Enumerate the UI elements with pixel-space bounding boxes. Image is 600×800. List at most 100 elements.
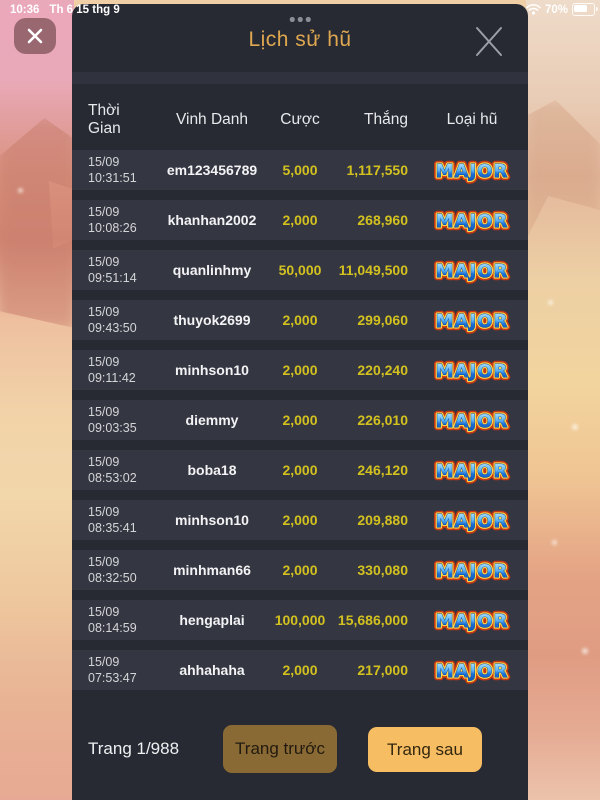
table-row: 15/09 08:32:50 minhman66 2,000 330,080 M… <box>72 550 528 590</box>
row-time: 15/09 08:32:50 <box>88 554 137 586</box>
row-win-amount: 268,960 <box>357 212 408 228</box>
row-time: 15/09 08:14:59 <box>88 604 137 636</box>
header-win: Thắng <box>364 111 408 128</box>
row-jackpot-type: MAJOR MAJOR MAJOR <box>416 505 528 535</box>
table-row: 15/09 09:51:14 quanlinhmy 50,000 11,049,… <box>72 250 528 290</box>
svg-text:MAJOR: MAJOR <box>436 511 509 532</box>
table-row: 15/09 08:53:02 boba18 2,000 246,120 MAJO… <box>72 450 528 490</box>
row-jackpot-type: MAJOR MAJOR MAJOR <box>416 555 528 585</box>
major-jackpot-badge: MAJOR MAJOR MAJOR <box>432 258 510 285</box>
row-bet-amount: 100,000 <box>274 612 326 628</box>
battery-percent: 70% <box>544 3 568 16</box>
battery-icon <box>572 3 598 16</box>
prev-page-button[interactable]: Trang trước <box>223 725 337 773</box>
row-time: 15/09 09:03:35 <box>88 404 137 436</box>
close-fab-button[interactable] <box>14 18 56 54</box>
svg-text:MAJOR: MAJOR <box>436 611 509 632</box>
background-right <box>526 0 600 800</box>
row-bet-amount: 2,000 <box>282 462 318 478</box>
svg-text:MAJOR: MAJOR <box>436 361 509 382</box>
major-jackpot-badge: MAJOR MAJOR MAJOR <box>432 558 510 585</box>
sparkle <box>18 188 23 193</box>
svg-text:MAJOR: MAJOR <box>436 661 509 682</box>
header-time: Thời Gian <box>88 102 121 137</box>
close-icon <box>27 28 43 44</box>
row-jackpot-type: MAJOR MAJOR MAJOR <box>416 355 528 385</box>
svg-text:MAJOR: MAJOR <box>436 311 509 332</box>
row-bet-amount: 2,000 <box>282 212 318 228</box>
row-bet-amount: 50,000 <box>278 262 322 278</box>
row-win-amount: 330,080 <box>357 562 408 578</box>
svg-text:MAJOR: MAJOR <box>436 211 509 232</box>
next-page-button[interactable]: Trang sau <box>368 727 482 772</box>
row-jackpot-type: MAJOR MAJOR MAJOR <box>416 205 528 235</box>
modal-title: Lịch sử hũ <box>248 28 352 51</box>
row-player-name: hengaplai <box>179 612 245 628</box>
table-top-strip <box>72 72 528 84</box>
table-row: 15/09 09:43:50 thuyok2699 2,000 299,060 … <box>72 300 528 340</box>
row-win-amount: 11,049,500 <box>338 262 408 278</box>
svg-text:MAJOR: MAJOR <box>436 561 509 582</box>
header-bet: Cược <box>280 111 320 128</box>
svg-text:MAJOR: MAJOR <box>436 311 509 332</box>
header-jackpot-type: Loại hũ <box>446 111 498 128</box>
svg-text:MAJOR: MAJOR <box>436 661 509 682</box>
table-header: Thời Gian Vinh Danh Cược Thắng Loại hũ <box>72 102 528 137</box>
svg-text:MAJOR: MAJOR <box>436 261 509 282</box>
row-bet-amount: 5,000 <box>282 162 318 178</box>
svg-text:MAJOR: MAJOR <box>436 261 509 282</box>
app-switcher-dots[interactable] <box>289 17 311 22</box>
row-bet-amount: 2,000 <box>282 662 318 678</box>
row-player-name: minhson10 <box>175 362 249 378</box>
svg-text:MAJOR: MAJOR <box>436 411 509 432</box>
jackpot-history-modal: Lịch sử hũ Thời Gian Vinh Danh Cược Thắn… <box>72 4 528 800</box>
svg-text:MAJOR: MAJOR <box>436 161 509 182</box>
row-jackpot-type: MAJOR MAJOR MAJOR <box>416 405 528 435</box>
major-jackpot-badge: MAJOR MAJOR MAJOR <box>432 408 510 435</box>
row-win-amount: 209,880 <box>357 512 408 528</box>
svg-text:MAJOR: MAJOR <box>436 461 509 482</box>
row-jackpot-type: MAJOR MAJOR MAJOR <box>416 155 528 185</box>
row-player-name: thuyok2699 <box>173 312 251 328</box>
table-row: 15/09 10:31:51 em123456789 5,000 1,117,5… <box>72 150 528 190</box>
close-icon[interactable] <box>472 24 506 58</box>
date: Th 6 15 thg 9 <box>49 4 120 16</box>
row-jackpot-type: MAJOR MAJOR MAJOR <box>416 605 528 635</box>
row-player-name: quanlinhmy <box>172 262 252 278</box>
svg-text:MAJOR: MAJOR <box>436 361 509 382</box>
svg-text:MAJOR: MAJOR <box>436 561 509 582</box>
svg-text:MAJOR: MAJOR <box>436 511 509 532</box>
svg-text:MAJOR: MAJOR <box>436 411 509 432</box>
svg-text:MAJOR: MAJOR <box>436 611 509 632</box>
svg-text:MAJOR: MAJOR <box>436 361 509 382</box>
row-win-amount: 217,000 <box>357 662 408 678</box>
sparkle <box>548 300 553 305</box>
row-time: 15/09 09:51:14 <box>88 254 137 286</box>
svg-text:MAJOR: MAJOR <box>436 161 509 182</box>
row-bet-amount: 2,000 <box>282 562 318 578</box>
major-jackpot-badge: MAJOR MAJOR MAJOR <box>432 458 510 485</box>
sparkle <box>572 424 578 430</box>
svg-text:MAJOR: MAJOR <box>436 211 509 232</box>
row-bet-amount: 2,000 <box>282 312 318 328</box>
major-jackpot-badge: MAJOR MAJOR MAJOR <box>432 158 510 185</box>
row-bet-amount: 2,000 <box>282 362 318 378</box>
row-jackpot-type: MAJOR MAJOR MAJOR <box>416 305 528 335</box>
svg-text:MAJOR: MAJOR <box>436 261 509 282</box>
row-jackpot-type: MAJOR MAJOR MAJOR <box>416 255 528 285</box>
table-row: 15/09 09:03:35 diemmy 2,000 226,010 MAJO… <box>72 400 528 440</box>
row-win-amount: 246,120 <box>357 462 408 478</box>
row-player-name: boba18 <box>187 462 237 478</box>
table-row: 15/09 08:14:59 hengaplai 100,000 15,686,… <box>72 600 528 640</box>
svg-text:MAJOR: MAJOR <box>436 611 509 632</box>
row-time: 15/09 09:11:42 <box>88 354 136 386</box>
table-row: 15/09 08:35:41 minhson10 2,000 209,880 M… <box>72 500 528 540</box>
svg-text:MAJOR: MAJOR <box>436 561 509 582</box>
wifi-icon <box>526 4 541 15</box>
major-jackpot-badge: MAJOR MAJOR MAJOR <box>432 358 510 385</box>
row-bet-amount: 2,000 <box>282 412 318 428</box>
table-row: 15/09 07:53:47 ahhahaha 2,000 217,000 MA… <box>72 650 528 690</box>
row-win-amount: 1,117,550 <box>346 162 408 178</box>
svg-text:MAJOR: MAJOR <box>436 311 509 332</box>
sparkle <box>582 648 588 654</box>
